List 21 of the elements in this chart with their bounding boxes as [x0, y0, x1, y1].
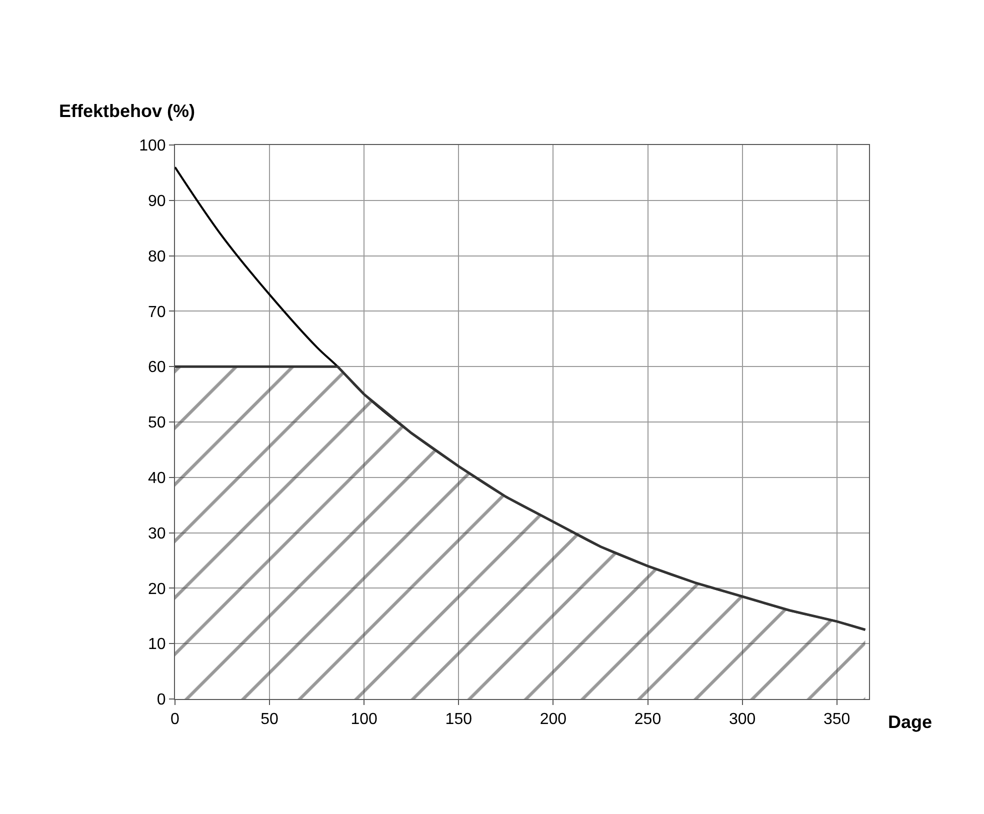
x-tick-label: 200: [540, 711, 567, 728]
x-tick-label: 350: [824, 711, 850, 728]
x-tick-label: 50: [260, 711, 279, 728]
x-axis-title: Dage: [888, 712, 932, 732]
x-tick-label: 150: [445, 711, 472, 728]
y-tick-label: 90: [148, 193, 166, 210]
y-tick-label: 50: [148, 414, 166, 432]
y-tick-label: 80: [148, 248, 166, 266]
x-tick-label: 300: [728, 711, 756, 728]
y-tick-label: 20: [148, 580, 166, 598]
x-tick-label: 250: [634, 711, 662, 728]
y-tick-label: 30: [148, 525, 166, 542]
x-tick-label: 100: [350, 711, 378, 728]
y-tick-label: 70: [148, 304, 166, 321]
y-tick-label: 100: [139, 138, 166, 155]
x-tick-label: 0: [170, 711, 180, 728]
y-tick-label: 10: [148, 636, 166, 654]
y-tick-label: 60: [148, 359, 166, 376]
y-tick-label: 0: [156, 692, 166, 709]
y-tick-label: 40: [148, 470, 166, 487]
y-axis-title: Effektbehov (%): [59, 101, 196, 121]
